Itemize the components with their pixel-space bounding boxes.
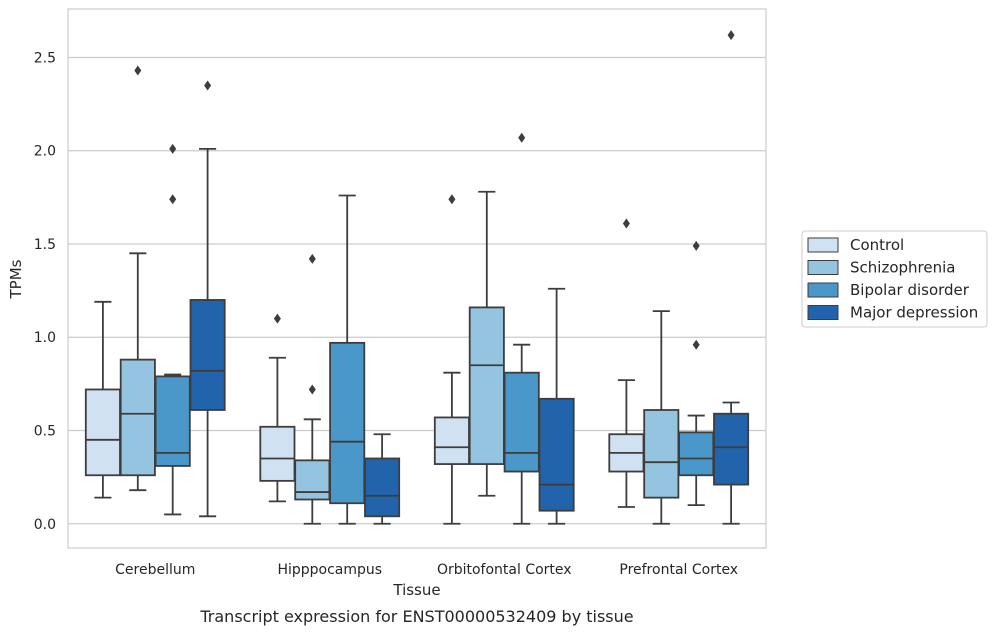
box-body [678,431,715,477]
legend-swatch [807,282,839,298]
box-3-1 [643,310,680,525]
box-body [119,358,156,477]
outlier-point [204,80,212,91]
outlier-point [134,65,142,76]
legend-entries: Control Schizophrenia Bipolar disorder Majo… [807,236,978,322]
x-tick-label: Orbitofontal Cortex [437,562,572,578]
box-body [189,299,226,411]
legend-swatch [807,237,839,253]
outlier-point [692,240,700,251]
x-axis-label: Tissue [392,581,440,599]
legend-frame [801,230,988,328]
box-2-1 [468,190,505,497]
outlier-point [448,194,456,205]
y-tick-label: 2.0 [34,144,56,160]
box-1-3 [364,433,401,525]
box-body [259,425,296,482]
outlier-point [692,339,700,350]
outlier-point [727,30,735,41]
box-1-0 [259,313,296,503]
x-axis-ticks: Cerebellum Hipppocampus Orbitofontal Corte… [115,562,738,578]
y-axis-label: TPMs [7,259,25,299]
box-2-3 [538,287,575,525]
box-body [538,397,575,512]
outlier-point [308,384,316,395]
legend-label: Control [850,236,904,254]
box-0-0 [84,300,121,499]
x-tick-label: Cerebellum [115,562,195,578]
legend-label: Bipolar disorder [850,281,970,299]
box-3-0 [608,218,645,508]
legend-swatch [807,260,839,275]
box-body [364,457,401,518]
outlier-point [622,218,630,229]
y-tick-label: 1.5 [34,237,56,253]
box-body [154,375,191,467]
y-tick-label: 0.5 [34,424,56,440]
outlier-point [273,313,281,324]
legend: Control Schizophrenia Bipolar disorder Majo… [801,230,988,328]
box-3-3 [713,30,750,525]
box-body [84,388,121,477]
box-2-0 [433,194,470,525]
box-2-2 [503,132,540,525]
box-body [294,459,331,501]
box-0-2 [154,143,191,516]
box-body [329,341,366,505]
outlier-point [169,194,177,205]
box-plots [84,30,750,525]
box-body [643,409,680,499]
box-body [468,306,505,465]
x-tick-label: Hipppocampus [277,562,382,578]
legend-label: Major depression [850,304,978,322]
legend-label: Schizophrenia [850,259,955,277]
chart-caption: Transcript expression for ENST0000053240… [199,607,633,626]
y-tick-label: 2.5 [34,50,56,66]
box-0-1 [119,65,156,492]
y-axis-ticks: 0.0 0.5 1.0 1.5 2.0 2.5 [34,50,56,532]
outlier-point [308,253,316,264]
y-tick-label: 0.0 [34,517,56,533]
box-1-2 [329,194,366,525]
x-tick-label: Prefrontal Cortex [619,562,738,578]
outlier-point [169,143,177,154]
outlier-point [518,132,526,143]
box-body [713,412,750,486]
y-tick-label: 1.0 [34,330,56,346]
box-body [433,416,470,465]
box-1-1 [294,253,331,525]
box-0-3 [189,80,226,518]
legend-swatch [807,305,839,320]
box-body [503,371,540,473]
